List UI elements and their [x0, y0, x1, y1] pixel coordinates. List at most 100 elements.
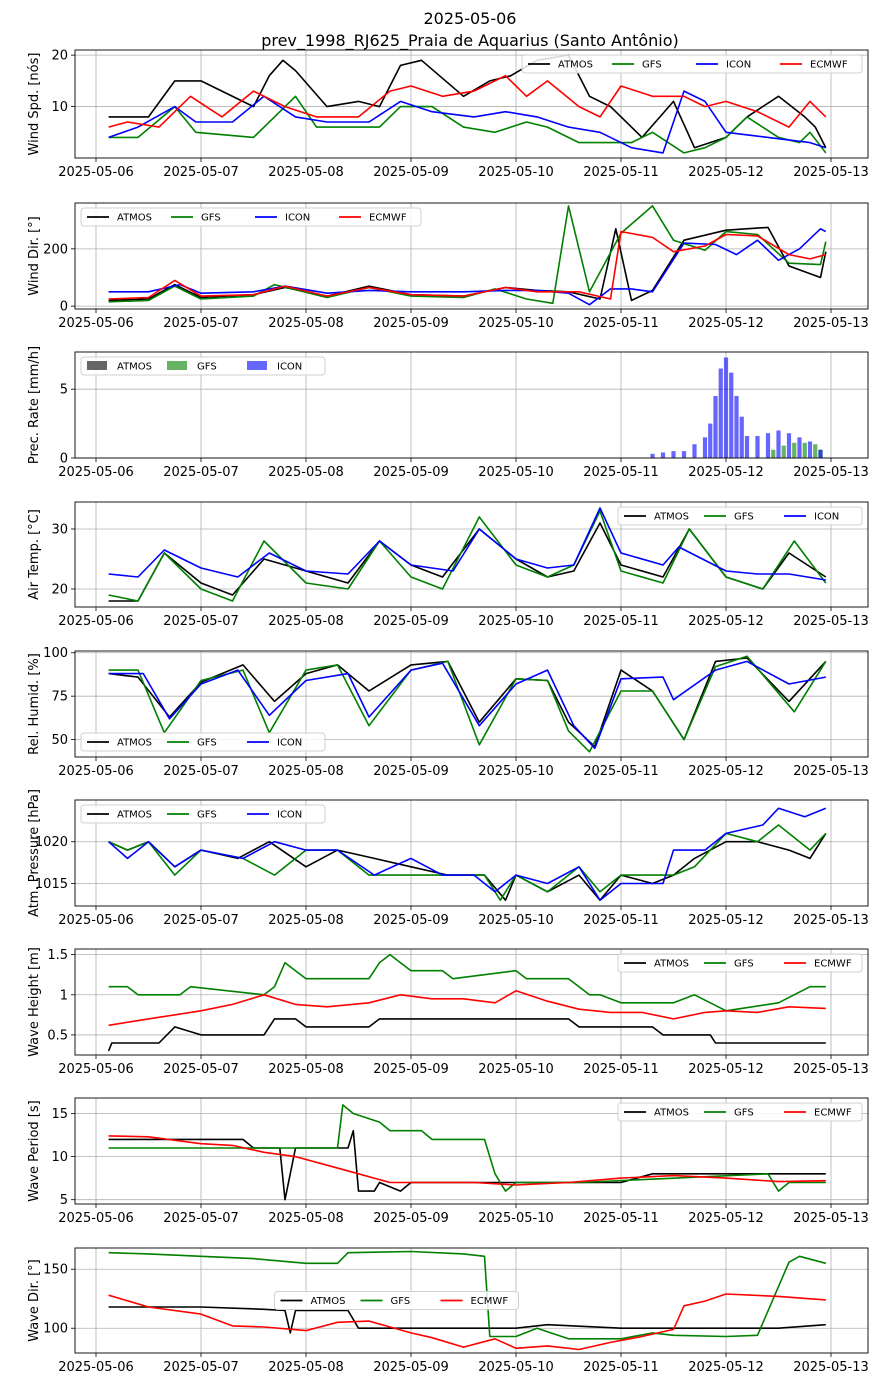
- legend-label: ATMOS: [311, 1296, 346, 1307]
- x-tick-label: 2025-05-08: [268, 1211, 344, 1226]
- y-axis-label: Atm. Pressure [hPa]: [27, 789, 42, 917]
- legend-label: ATMOS: [117, 213, 152, 224]
- x-tick-label: 2025-05-12: [688, 764, 764, 779]
- bar-icon: [765, 433, 771, 458]
- x-tick-label: 2025-05-09: [373, 165, 449, 180]
- series-group: [108, 54, 827, 154]
- legend: ATMOS GFS ECMWF: [274, 1291, 519, 1310]
- series-line-icon: [108, 660, 826, 750]
- legend-swatch: [167, 361, 187, 370]
- x-tick-label: 2025-05-07: [163, 614, 239, 629]
- series-group: [108, 507, 827, 602]
- bar-icon: [818, 449, 823, 458]
- bar-icon: [702, 437, 708, 458]
- bar-icon: [692, 444, 697, 458]
- x-tick-label: 2025-05-13: [793, 1211, 869, 1226]
- legend-box: [521, 54, 863, 74]
- axes-frame: [74, 49, 869, 159]
- x-tick-label: 2025-05-13: [793, 316, 869, 331]
- x-tick-label: 2025-05-12: [688, 1062, 764, 1077]
- series-line-icon: [108, 228, 827, 306]
- x-tick-label: 2025-05-07: [163, 1062, 239, 1077]
- x-tick-label: 2025-05-09: [373, 316, 449, 331]
- x-tick-label: 2025-05-12: [688, 614, 764, 629]
- legend-label: ECMWF: [471, 1296, 509, 1307]
- panel-5: 2025-05-06 2025-05-07 2025-05-08 2025-05-09…: [27, 789, 869, 928]
- series-group: [108, 807, 827, 902]
- legend-label: ATMOS: [117, 738, 152, 749]
- legend-label: ATMOS: [117, 362, 152, 373]
- series-line-gfs: [108, 1104, 826, 1192]
- legend: ATMOS GFS ICON ECMWF: [80, 207, 422, 227]
- y-tick-label: 10: [51, 1150, 68, 1165]
- legend-swatch: [87, 361, 107, 370]
- x-tick-label: 2025-05-08: [268, 1360, 344, 1375]
- x-tick-label: 2025-05-10: [478, 1062, 554, 1077]
- x-tick-label: 2025-05-11: [583, 913, 659, 928]
- y-axis-label: Prec. Rate [mm/h]: [27, 346, 42, 464]
- series-line-ecmwf: [108, 989, 826, 1027]
- y-tick-label: 50: [51, 733, 68, 748]
- y-tick-label: 30: [51, 523, 68, 538]
- legend-label: ICON: [277, 362, 302, 373]
- bar-gfs: [781, 445, 786, 458]
- x-tick-label: 2025-05-10: [478, 316, 554, 331]
- panel-7: 2025-05-06 2025-05-07 2025-05-08 2025-05-09…: [27, 1097, 869, 1226]
- legend-label: ICON: [277, 810, 302, 821]
- legend-label: GFS: [391, 1296, 411, 1307]
- series-line-gfs: [108, 95, 827, 154]
- bar-icon: [786, 433, 792, 458]
- bar-icon: [739, 416, 744, 458]
- x-tick-label: 2025-05-10: [478, 1360, 554, 1375]
- x-tick-label: 2025-05-11: [583, 1211, 659, 1226]
- x-tick-label: 2025-05-06: [58, 1360, 134, 1375]
- panel-4: 2025-05-06 2025-05-07 2025-05-08 2025-05-09…: [27, 646, 869, 779]
- x-tick-label: 2025-05-08: [268, 316, 344, 331]
- legend: ATMOS GFS ICON ECMWF: [521, 54, 863, 74]
- figure-station-title: prev_1998_RJ625_Praia de Aquarius (Santo…: [261, 31, 679, 51]
- x-tick-label: 2025-05-13: [793, 614, 869, 629]
- y-tick-label: 75: [51, 690, 68, 705]
- axes-frame: [74, 202, 869, 310]
- series-line-atmos: [108, 1306, 826, 1334]
- axes-frame: [74, 1097, 869, 1205]
- legend: ATMOS GFS ICON: [617, 506, 863, 526]
- x-tick-label: 2025-05-09: [373, 913, 449, 928]
- bar-icon: [660, 452, 666, 458]
- x-tick-label: 2025-05-13: [793, 764, 869, 779]
- x-tick-label: 2025-05-07: [163, 913, 239, 928]
- legend-swatch: [247, 361, 267, 370]
- x-tick-label: 2025-05-10: [478, 913, 554, 928]
- legend-label: ECMWF: [814, 959, 852, 970]
- x-tick-label: 2025-05-06: [58, 913, 134, 928]
- x-tick-label: 2025-05-07: [163, 165, 239, 180]
- axes-frame: [74, 1247, 869, 1354]
- series-line-ecmwf: [108, 1135, 826, 1186]
- legend-label: ATMOS: [654, 959, 689, 970]
- bar-gfs: [792, 442, 797, 458]
- x-tick-label: 2025-05-10: [478, 764, 554, 779]
- x-tick-label: 2025-05-10: [478, 165, 554, 180]
- axes-frame: [74, 351, 869, 459]
- legend-box: [617, 953, 863, 973]
- x-tick-label: 2025-05-07: [163, 316, 239, 331]
- x-tick-label: 2025-05-13: [793, 465, 869, 480]
- bar-icon: [797, 437, 802, 458]
- axes-frame: [74, 799, 869, 907]
- x-tick-label: 2025-05-13: [793, 1062, 869, 1077]
- y-tick-label: 5: [60, 383, 68, 398]
- series-line-icon: [108, 507, 826, 581]
- x-tick-label: 2025-05-09: [373, 614, 449, 629]
- panel-1: 2025-05-06 2025-05-07 2025-05-08 2025-05-09…: [27, 202, 869, 331]
- legend-label: GFS: [734, 1108, 754, 1119]
- series-line-gfs: [108, 510, 827, 602]
- panel-0: 2025-05-06 2025-05-07 2025-05-08 2025-05-09…: [27, 49, 869, 180]
- y-tick-label: 5: [60, 1193, 68, 1208]
- series-line-ecmwf: [108, 1293, 826, 1351]
- series-line-ecmwf: [108, 230, 827, 300]
- x-tick-label: 2025-05-08: [268, 165, 344, 180]
- x-tick-label: 2025-05-08: [268, 614, 344, 629]
- bar-gfs: [771, 449, 776, 458]
- x-tick-label: 2025-05-11: [583, 764, 659, 779]
- legend-label: ECMWF: [810, 60, 848, 71]
